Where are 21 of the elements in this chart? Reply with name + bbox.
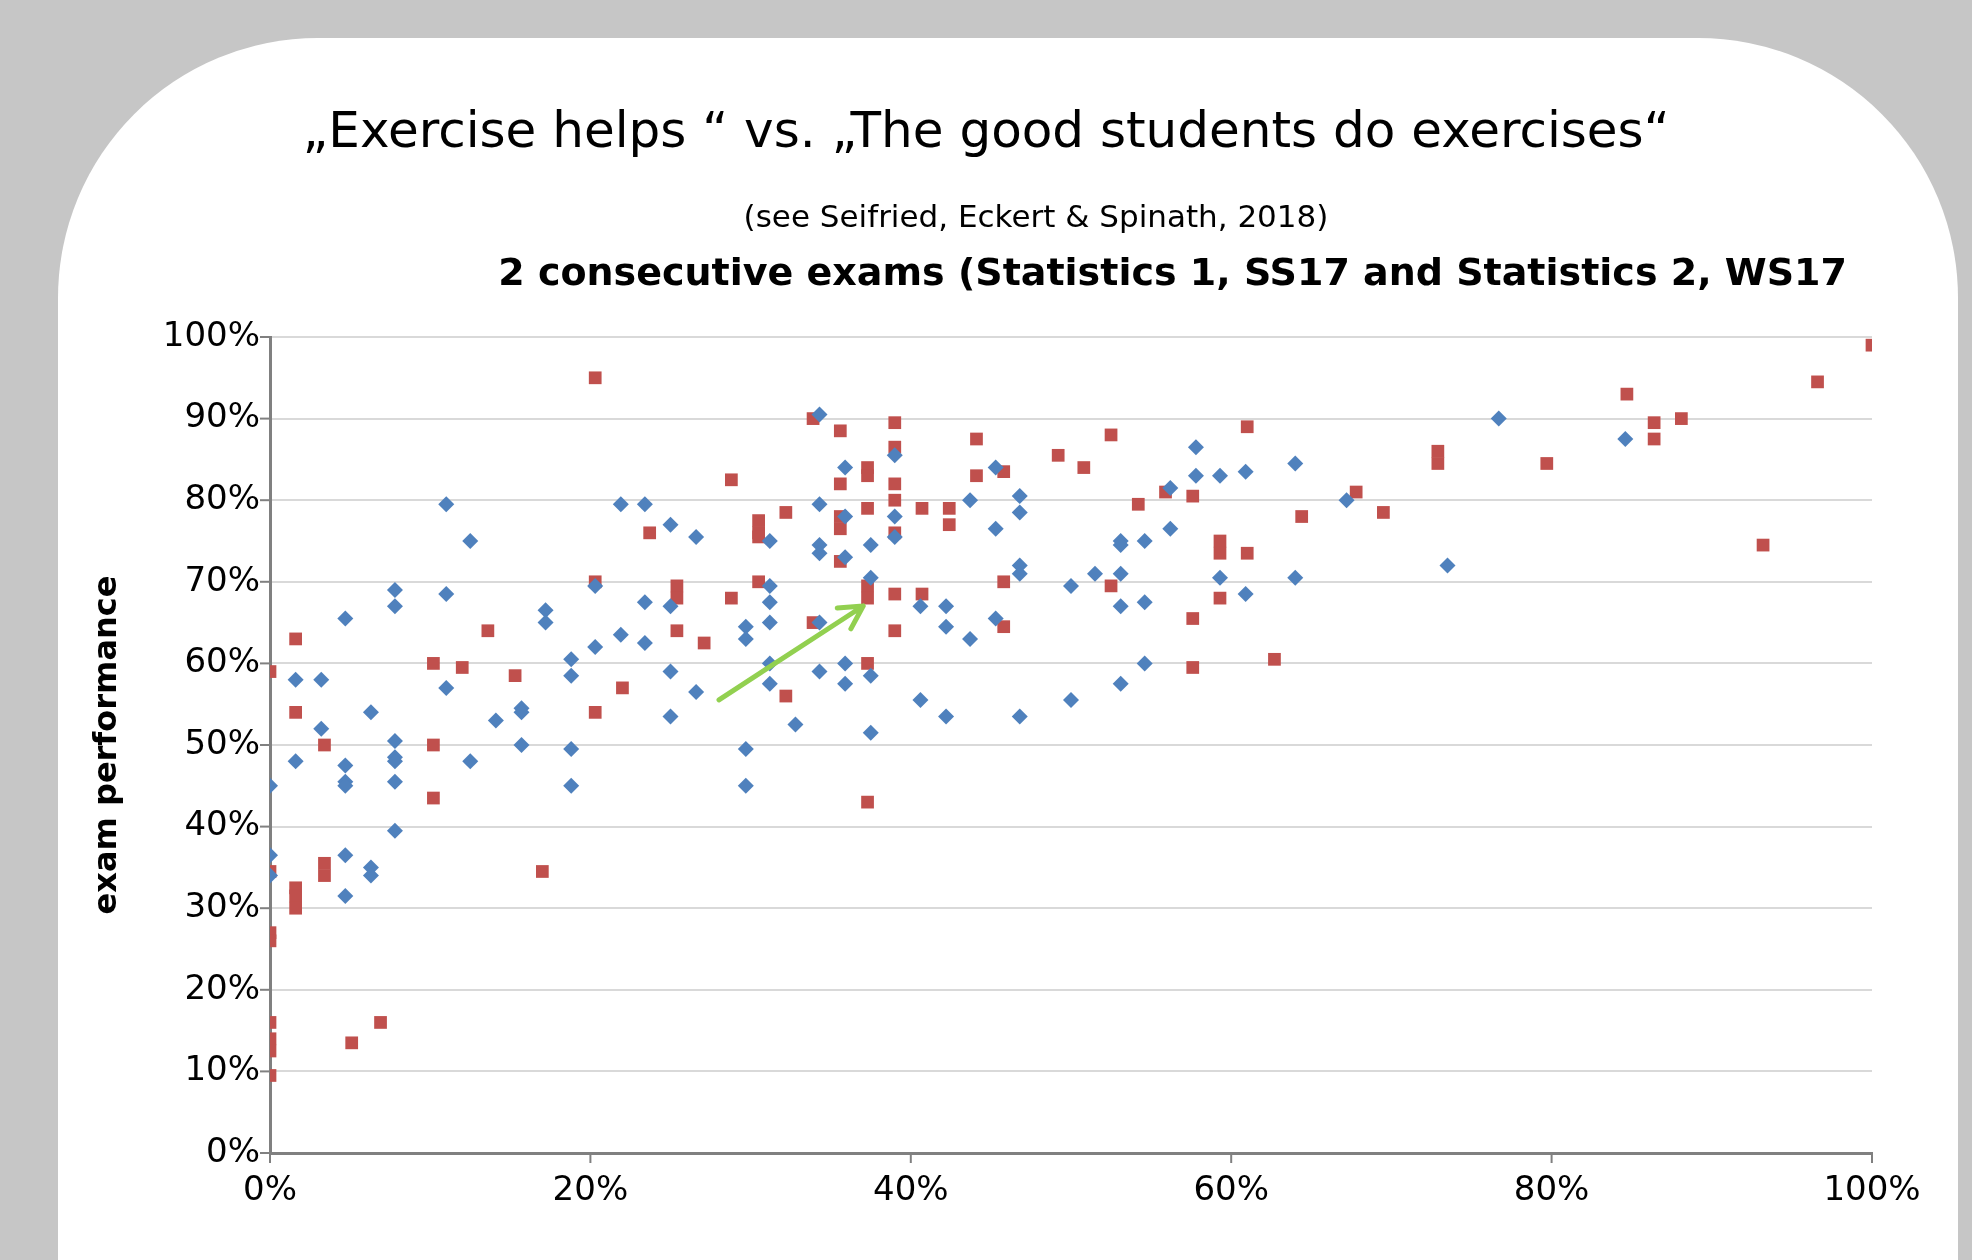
y-tick-label: 10% (184, 1048, 260, 1089)
x-tick-label: 20% (552, 1168, 629, 1209)
x-tick-label: 40% (873, 1168, 949, 1209)
y-tick-label: 100% (162, 313, 260, 354)
y-tick-label: 50% (184, 721, 260, 762)
y-tick-label: 0% (206, 1129, 260, 1170)
y-tick-label: 40% (184, 803, 260, 844)
y-tick-label: 60% (184, 640, 260, 681)
x-tick-label: 0% (243, 1168, 297, 1209)
y-tick-label: 20% (184, 966, 260, 1007)
chart-subtitle: (see Seifried, Eckert & Spinath, 2018) (742, 198, 1330, 234)
text: 2 consecutive exams (Statistics 1, SS17 and Statistics 2, WS17 (498, 250, 1847, 294)
y-tick-label: 90% (184, 395, 260, 436)
chart-title: „Exercise helps “ vs. „The good students do exercises“ (301, 100, 1671, 160)
y-tick-label: 80% (184, 477, 260, 518)
y-tick-label: 70% (184, 558, 260, 599)
x-tick-label: 80% (1513, 1168, 1590, 1209)
y-tick-label: 30% (184, 885, 260, 926)
y-axis-title: exam performance (86, 575, 124, 915)
x-tick-label: 60% (1193, 1168, 1269, 1209)
x-tick-label: 100% (1823, 1168, 1921, 1209)
